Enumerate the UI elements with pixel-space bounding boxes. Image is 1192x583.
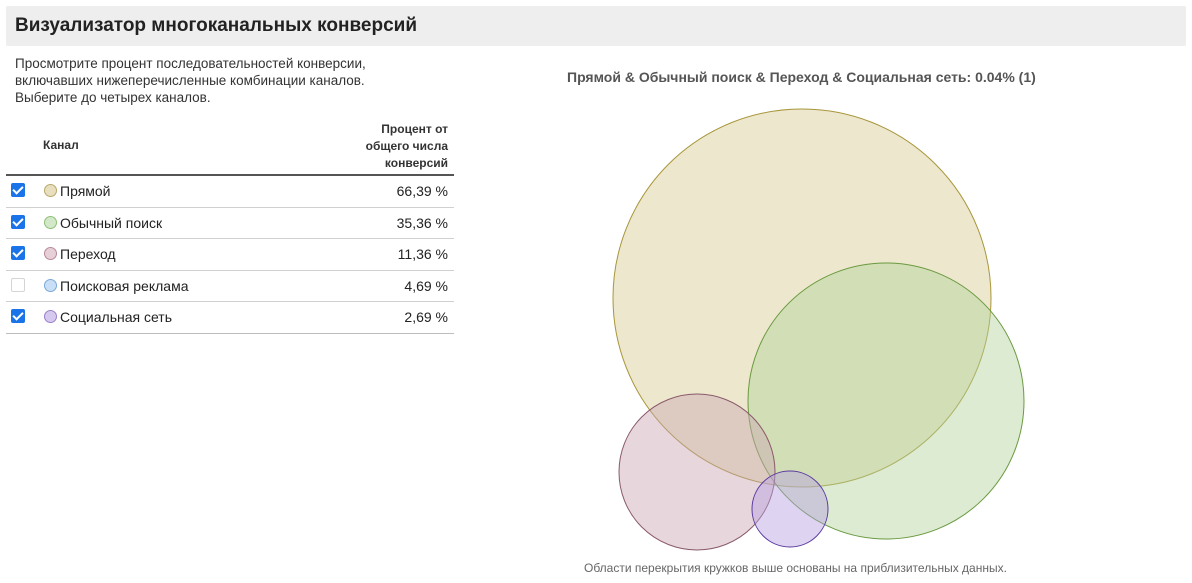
table-body: Прямой 66,39 % Обычный поиск 35,36 % Пер… bbox=[6, 176, 454, 334]
channel-color-dot bbox=[44, 278, 57, 292]
channel-table: Канал Процент от общего числа конверсий … bbox=[6, 118, 454, 334]
channel-color-dot bbox=[44, 184, 57, 197]
page-title: Визуализатор многоканальных конверсий bbox=[15, 15, 418, 36]
column-header-percent-line-1: Процент от bbox=[381, 122, 448, 136]
channel-checkbox[interactable] bbox=[11, 183, 25, 197]
channel-label: Обычный поиск bbox=[60, 214, 163, 231]
intro-line-3: Выберите до четырех каналов. bbox=[15, 90, 211, 105]
channel-percent: 4,69 % bbox=[404, 277, 448, 294]
channel-color-dot bbox=[44, 310, 57, 324]
chart-footnote: Области перекрытия кружков выше основаны… bbox=[584, 561, 1007, 575]
channel-checkbox[interactable] bbox=[11, 214, 25, 229]
venn-circle-referral[interactable] bbox=[618, 393, 776, 551]
channel-label: Социальная сеть bbox=[60, 309, 172, 326]
intro-line-1: Просмотрите процент последовательностей … bbox=[15, 56, 366, 71]
table-row: Социальная сеть 2,69 % bbox=[6, 302, 454, 334]
page-header: Визуализатор многоканальных конверсий bbox=[6, 6, 1186, 46]
channel-percent: 2,69 % bbox=[404, 309, 448, 326]
column-header-channel: Канал bbox=[43, 138, 79, 152]
column-header-percent-line-2: общего числа bbox=[365, 139, 448, 153]
channel-label: Поисковая реклама bbox=[60, 277, 189, 294]
table-row: Обычный поиск 35,36 % bbox=[6, 208, 454, 240]
channel-label: Переход bbox=[60, 246, 116, 263]
channel-color-dot bbox=[44, 247, 57, 261]
venn-circle-organic-search[interactable] bbox=[747, 262, 1025, 540]
chart-title: Прямой & Обычный поиск & Переход & Социа… bbox=[567, 69, 1036, 85]
channel-label: Прямой bbox=[60, 183, 111, 199]
column-header-percent: Процент от общего числа конверсий bbox=[338, 121, 448, 172]
intro-line-2: включавших нижеперечисленные комбинации … bbox=[15, 73, 365, 88]
table-header: Канал Процент от общего числа конверсий bbox=[6, 118, 454, 176]
venn-circle-social[interactable] bbox=[751, 470, 829, 548]
venn-circle-direct[interactable] bbox=[612, 108, 992, 488]
table-row: Переход 11,36 % bbox=[6, 239, 454, 271]
channel-percent: 11,36 % bbox=[397, 246, 448, 263]
channel-checkbox[interactable] bbox=[11, 309, 25, 324]
channel-percent: 35,36 % bbox=[396, 214, 448, 231]
column-header-percent-line-3: конверсий bbox=[384, 156, 448, 170]
table-row: Прямой 66,39 % bbox=[6, 176, 454, 208]
channel-checkbox[interactable] bbox=[11, 277, 25, 292]
channel-color-dot bbox=[44, 215, 57, 229]
table-row: Поисковая реклама 4,69 % bbox=[6, 271, 454, 303]
channel-checkbox[interactable] bbox=[11, 246, 25, 261]
channel-percent: 66,39 % bbox=[396, 183, 448, 199]
intro-text: Просмотрите процент последовательностей … bbox=[15, 55, 435, 106]
